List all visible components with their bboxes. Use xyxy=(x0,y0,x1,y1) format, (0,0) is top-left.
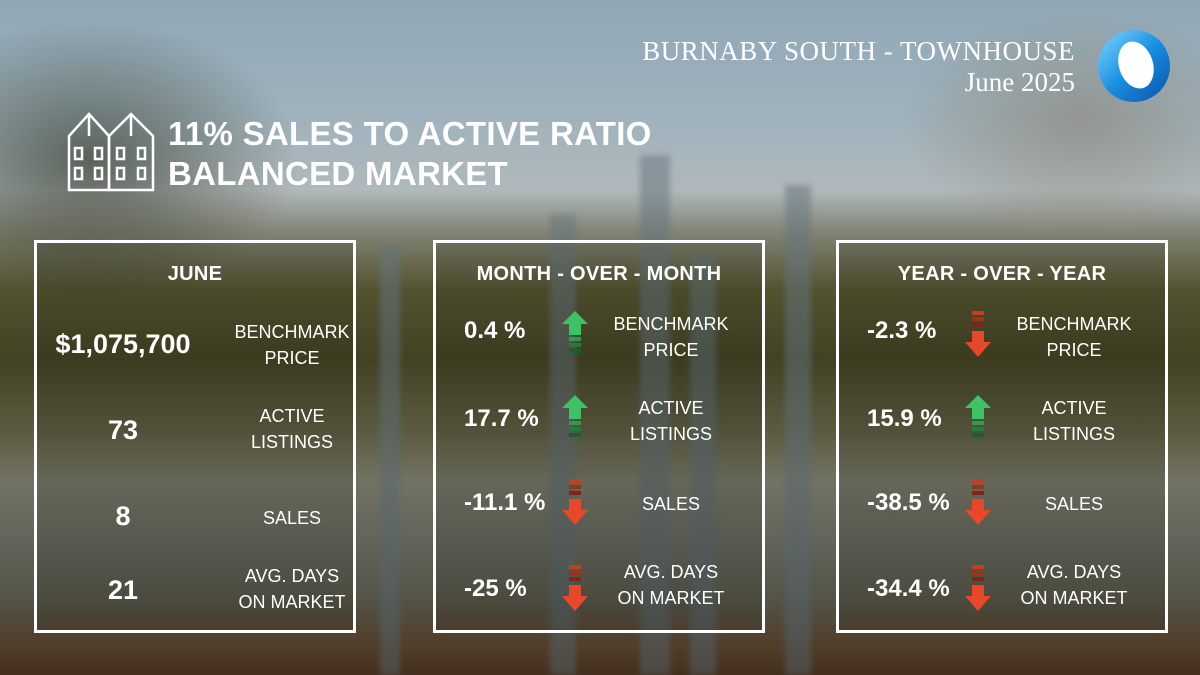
skyline-tower xyxy=(690,255,716,675)
days-on-market-row: -34.4 % AVG. DAYS ON MARKET xyxy=(839,559,1165,615)
trend-arrow-icon xyxy=(562,395,588,437)
active-listings-row: 17.7 % ACTIVE LISTINGS xyxy=(436,395,762,451)
year-over-year-panel: YEAR - OVER - YEAR -2.3 % BENCHMARK PRIC… xyxy=(836,240,1168,633)
june-panel: JUNE $1,075,700 BENCHMARK PRICE 73 ACTIV… xyxy=(34,240,356,633)
sales-change: -11.1 % xyxy=(464,489,546,516)
benchmark-price-row: 0.4 % BENCHMARK PRICE xyxy=(436,311,762,367)
header: BURNABY SOUTH - TOWNHOUSE June 2025 xyxy=(642,36,1075,98)
benchmark-price-label: BENCHMARK PRICE xyxy=(613,314,729,360)
sales-row: 8 SALES xyxy=(37,499,353,555)
days-on-market-row: -25 % AVG. DAYS ON MARKET xyxy=(436,559,762,615)
report-date: June 2025 xyxy=(964,67,1075,97)
benchmark-price-change: 0.4 % xyxy=(464,317,526,344)
sales-ratio-text: 11% SALES TO ACTIVE RATIO xyxy=(168,115,652,152)
active-listings-label: ACTIVE LISTINGS xyxy=(1032,398,1116,444)
month-over-month-panel: MONTH - OVER - MONTH 0.4 % BENCHMARK PRI… xyxy=(433,240,765,633)
days-on-market-label: AVG. DAYS ON MARKET xyxy=(238,566,346,612)
sales-row: -38.5 % SALES xyxy=(839,475,1165,531)
skyline-tower xyxy=(380,245,400,675)
trend-arrow-icon xyxy=(965,311,991,357)
panel-heading: MONTH - OVER - MONTH xyxy=(476,263,722,285)
days-on-market-label: AVG. DAYS ON MARKET xyxy=(1020,562,1128,608)
sales-row: -11.1 % SALES xyxy=(436,475,762,531)
active-listings-label: ACTIVE LISTINGS xyxy=(629,398,713,444)
trend-arrow-icon xyxy=(562,565,588,611)
sales-label: SALES xyxy=(641,494,701,514)
benchmark-price-row: -2.3 % BENCHMARK PRICE xyxy=(839,311,1165,367)
panel-heading: YEAR - OVER - YEAR xyxy=(897,263,1107,285)
trend-arrow-icon xyxy=(965,479,991,525)
benchmark-price-label: BENCHMARK PRICE xyxy=(1016,314,1132,360)
trend-arrow-icon xyxy=(965,395,991,437)
trend-arrow-icon xyxy=(965,565,991,611)
panel-heading: JUNE xyxy=(167,263,223,285)
benchmark-price-change: -2.3 % xyxy=(867,317,937,344)
active-listings-change: 17.7 % xyxy=(464,405,539,432)
sales-change: -38.5 % xyxy=(867,489,950,516)
active-listings-row: 15.9 % ACTIVE LISTINGS xyxy=(839,395,1165,451)
benchmark-price-row: $1,075,700 BENCHMARK PRICE xyxy=(37,319,353,375)
days-on-market-label: AVG. DAYS ON MARKET xyxy=(617,562,725,608)
sales-value: 8 xyxy=(115,501,131,531)
trend-arrow-icon xyxy=(562,311,588,353)
days-on-market-row: 21 AVG. DAYS ON MARKET xyxy=(37,563,353,619)
sales-label: SALES xyxy=(262,508,322,528)
skyline-tower xyxy=(785,185,811,675)
active-listings-row: 73 ACTIVE LISTINGS xyxy=(37,403,353,459)
active-listings-label: ACTIVE LISTINGS xyxy=(250,406,334,452)
benchmark-price-label: BENCHMARK PRICE xyxy=(234,322,350,368)
townhouse-icon xyxy=(67,112,155,192)
benchmark-price-value: $1,075,700 xyxy=(55,329,191,359)
trend-arrow-icon xyxy=(562,479,588,525)
days-on-market-change: -25 % xyxy=(464,575,527,602)
active-listings-value: 73 xyxy=(107,415,139,445)
market-type-text: BALANCED MARKET xyxy=(168,155,508,192)
days-on-market-value: 21 xyxy=(107,575,139,605)
active-listings-change: 15.9 % xyxy=(867,405,942,432)
days-on-market-change: -34.4 % xyxy=(867,575,950,602)
page-title: BURNABY SOUTH - TOWNHOUSE xyxy=(642,36,1075,66)
sales-label: SALES xyxy=(1044,494,1104,514)
brand-logo-icon xyxy=(1098,30,1170,102)
